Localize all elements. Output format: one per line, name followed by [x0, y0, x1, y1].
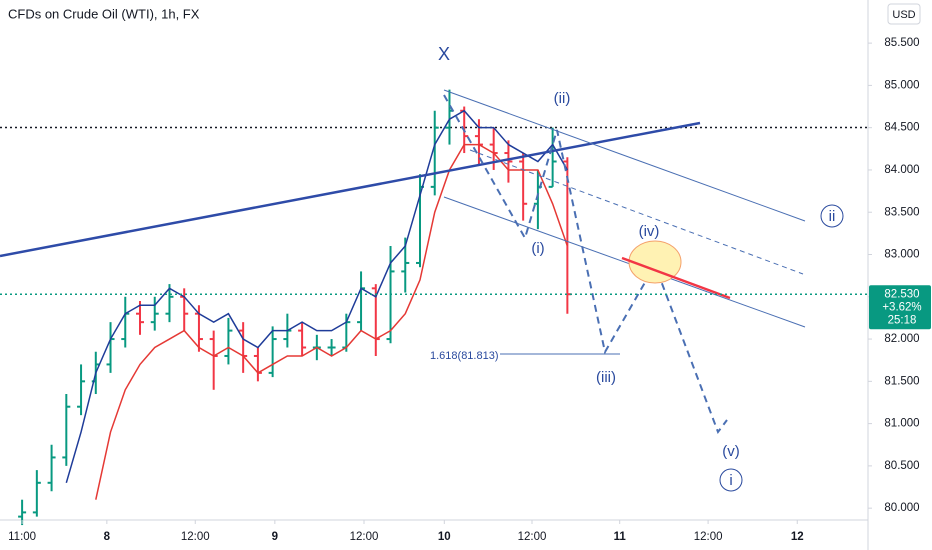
highlight-ellipse: [628, 240, 682, 284]
y-tick-label: 85.500: [884, 37, 919, 49]
price-tag: [869, 285, 931, 330]
wave-label: (ii): [554, 90, 571, 107]
wave-label: (i): [531, 240, 544, 257]
wave-label: (v): [722, 443, 740, 460]
currency-box[interactable]: [887, 3, 921, 25]
x-tick-label: 12:00: [518, 531, 547, 543]
x-tick-label: 12:00: [350, 531, 379, 543]
y-tick-label: 83.000: [884, 249, 919, 261]
x-tick-label: 12:00: [694, 531, 723, 543]
drawings: [0, 89, 844, 492]
y-tick-label: 85.000: [884, 79, 919, 91]
wave-path: [443, 94, 728, 435]
wave-label: ii: [829, 208, 836, 225]
currency: USD: [892, 9, 915, 21]
circle: [820, 204, 844, 228]
y-tick-label: 84.500: [884, 122, 919, 134]
circle: [719, 468, 743, 492]
price-tag-value: 82.530: [884, 288, 919, 300]
red-trendline: [621, 256, 731, 300]
price-tag-change: +3.62%: [882, 301, 921, 313]
channel-lower: [443, 196, 806, 328]
fib-label: 1.618(81.813): [430, 350, 499, 362]
x-tick-label: 11: [614, 531, 627, 543]
indicator-line: [65, 109, 569, 484]
y-tick-label: 82.000: [884, 333, 919, 345]
wave-label: i: [729, 472, 732, 489]
price-tag-countdown: 25:18: [888, 314, 917, 326]
x-tick-label: 12: [791, 531, 804, 543]
y-tick-label: 80.000: [884, 502, 919, 514]
y-tick-label: 81.500: [884, 375, 919, 387]
y-tick-label: 83.500: [884, 206, 919, 218]
wave-label: X: [438, 44, 450, 64]
chart-title: CFDs on Crude Oil (WTI), 1h, FX: [8, 6, 200, 21]
x-tick-label: 9: [272, 531, 278, 543]
wave-label: (iii): [596, 369, 616, 386]
y-tick-label: 80.500: [884, 460, 919, 472]
trendline: [0, 121, 701, 258]
y-tick-label: 84.000: [884, 164, 919, 176]
channel-upper: [443, 89, 806, 222]
x-tick-label: 10: [438, 531, 451, 543]
wave-label: (iv): [639, 223, 660, 240]
y-tick-label: 81.000: [884, 418, 919, 430]
marks: [18, 89, 572, 526]
x-tick-label: 12:00: [181, 531, 210, 543]
indicator-line: [95, 143, 569, 500]
x-tick-label: 11:00: [8, 531, 36, 543]
x-tick-label: 8: [104, 531, 111, 543]
